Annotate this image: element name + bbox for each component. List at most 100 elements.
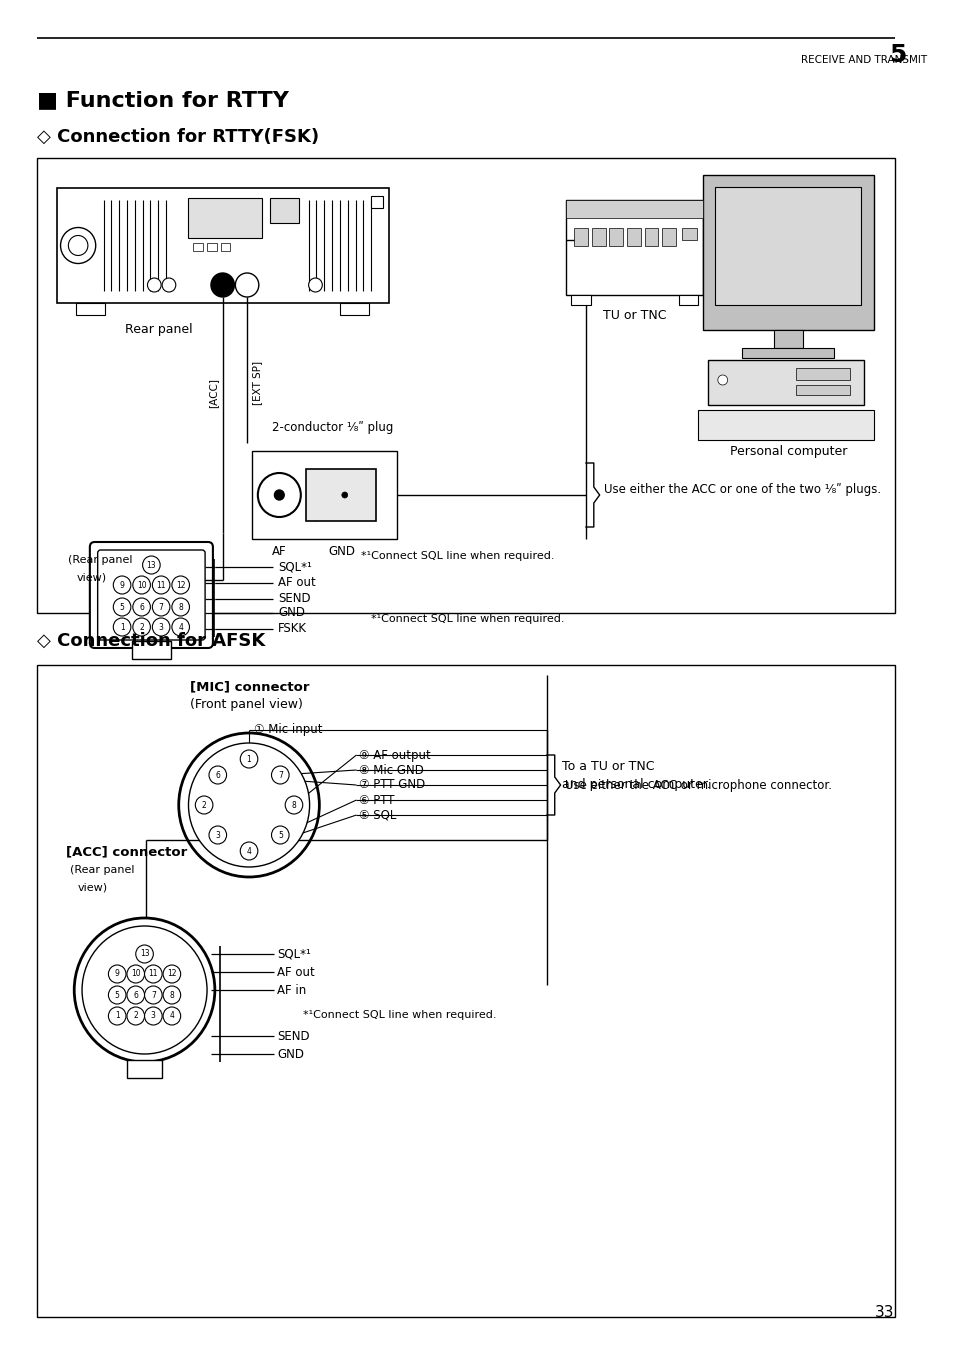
Circle shape	[127, 965, 145, 983]
Bar	[339, 302, 369, 315]
Bar	[371, 196, 382, 208]
Text: RECEIVE AND TRANSMIT: RECEIVE AND TRANSMIT	[800, 55, 926, 65]
Bar	[698, 410, 873, 440]
Bar	[681, 228, 697, 240]
Text: ⑦ PTT GND: ⑦ PTT GND	[359, 779, 425, 791]
Text: 2-conductor ¹⁄₈ʺ plug: 2-conductor ¹⁄₈ʺ plug	[272, 421, 393, 433]
Text: view): view)	[78, 882, 108, 892]
Text: ① Mic input: ① Mic input	[253, 724, 322, 737]
Text: 8: 8	[170, 991, 174, 999]
Circle shape	[240, 751, 257, 768]
Circle shape	[309, 278, 322, 292]
Circle shape	[209, 765, 227, 784]
Text: view): view)	[76, 572, 106, 582]
Text: GND: GND	[278, 606, 305, 620]
Circle shape	[135, 945, 153, 963]
Bar	[207, 243, 216, 251]
Text: 2: 2	[133, 1011, 138, 1021]
Text: 1: 1	[119, 622, 124, 632]
Text: Personal computer: Personal computer	[730, 446, 847, 458]
Bar	[714, 188, 861, 305]
Text: 7: 7	[277, 771, 282, 779]
Text: TU or TNC: TU or TNC	[602, 309, 666, 323]
Circle shape	[272, 826, 289, 844]
Circle shape	[145, 1007, 162, 1025]
Text: 11: 11	[156, 580, 166, 590]
Bar	[679, 296, 698, 305]
Circle shape	[211, 273, 234, 297]
Bar	[626, 228, 640, 246]
Bar	[741, 348, 833, 358]
Text: 12: 12	[175, 580, 185, 590]
Circle shape	[132, 576, 151, 594]
Text: (Rear panel: (Rear panel	[69, 555, 132, 566]
Text: 7: 7	[151, 991, 155, 999]
Circle shape	[257, 472, 300, 517]
Circle shape	[272, 765, 289, 784]
Circle shape	[195, 796, 213, 814]
Bar	[609, 228, 622, 246]
Bar	[252, 451, 396, 539]
Text: GND: GND	[277, 1048, 304, 1061]
Text: ⑤ SQL: ⑤ SQL	[359, 809, 396, 822]
Circle shape	[145, 965, 162, 983]
Bar	[127, 1060, 162, 1079]
Circle shape	[152, 598, 170, 616]
Circle shape	[162, 278, 175, 292]
Text: SQL*¹: SQL*¹	[277, 948, 311, 960]
Bar	[37, 666, 894, 1318]
Text: 6: 6	[133, 991, 138, 999]
Text: 5: 5	[888, 43, 905, 68]
Text: To a TU or TNC: To a TU or TNC	[561, 760, 654, 774]
Text: [ACC] connector: [ACC] connector	[67, 845, 188, 859]
Circle shape	[82, 926, 207, 1054]
Text: 4: 4	[178, 622, 183, 632]
Circle shape	[127, 986, 145, 1004]
Circle shape	[274, 490, 284, 500]
Text: 3: 3	[158, 622, 163, 632]
Text: [EXT SP]: [EXT SP]	[252, 360, 261, 405]
Text: ⑨ AF output: ⑨ AF output	[359, 748, 431, 761]
Text: ◇ Connection for AFSK: ◇ Connection for AFSK	[37, 632, 265, 649]
Circle shape	[74, 918, 214, 1062]
Bar	[702, 176, 873, 329]
Circle shape	[109, 1007, 126, 1025]
Text: SEND: SEND	[277, 1030, 310, 1042]
Circle shape	[132, 618, 151, 636]
Bar	[591, 228, 605, 246]
Text: 8: 8	[292, 801, 296, 810]
Circle shape	[163, 1007, 180, 1025]
Bar	[132, 641, 171, 659]
Bar	[707, 360, 863, 405]
Circle shape	[163, 965, 180, 983]
Text: 6: 6	[139, 602, 144, 612]
Text: *¹Connect SQL line when required.: *¹Connect SQL line when required.	[371, 614, 564, 624]
Circle shape	[172, 576, 190, 594]
Circle shape	[132, 598, 151, 616]
Bar	[56, 188, 388, 302]
Text: ◇ Connection for RTTY(FSK): ◇ Connection for RTTY(FSK)	[37, 128, 319, 146]
Text: 10: 10	[131, 969, 140, 979]
Text: 4: 4	[246, 846, 252, 856]
Circle shape	[145, 986, 162, 1004]
Text: 5: 5	[277, 830, 282, 840]
Text: 1: 1	[114, 1011, 119, 1021]
Bar	[644, 228, 658, 246]
Text: ■ Function for RTTY: ■ Function for RTTY	[37, 90, 289, 109]
Text: 9: 9	[119, 580, 125, 590]
Circle shape	[178, 733, 319, 878]
Text: GND: GND	[328, 545, 355, 558]
Circle shape	[240, 842, 257, 860]
Text: AF out: AF out	[277, 965, 314, 979]
Text: ⑧ Mic GND: ⑧ Mic GND	[359, 764, 424, 776]
Text: SQL*¹: SQL*¹	[278, 560, 312, 574]
Text: and personal computer.: and personal computer.	[561, 778, 710, 791]
Circle shape	[285, 796, 302, 814]
Circle shape	[60, 228, 95, 263]
Circle shape	[152, 576, 170, 594]
Bar	[661, 228, 675, 246]
Text: 11: 11	[149, 969, 158, 979]
Text: FSKK: FSKK	[278, 622, 307, 636]
Circle shape	[142, 556, 160, 574]
Bar	[189, 198, 261, 238]
